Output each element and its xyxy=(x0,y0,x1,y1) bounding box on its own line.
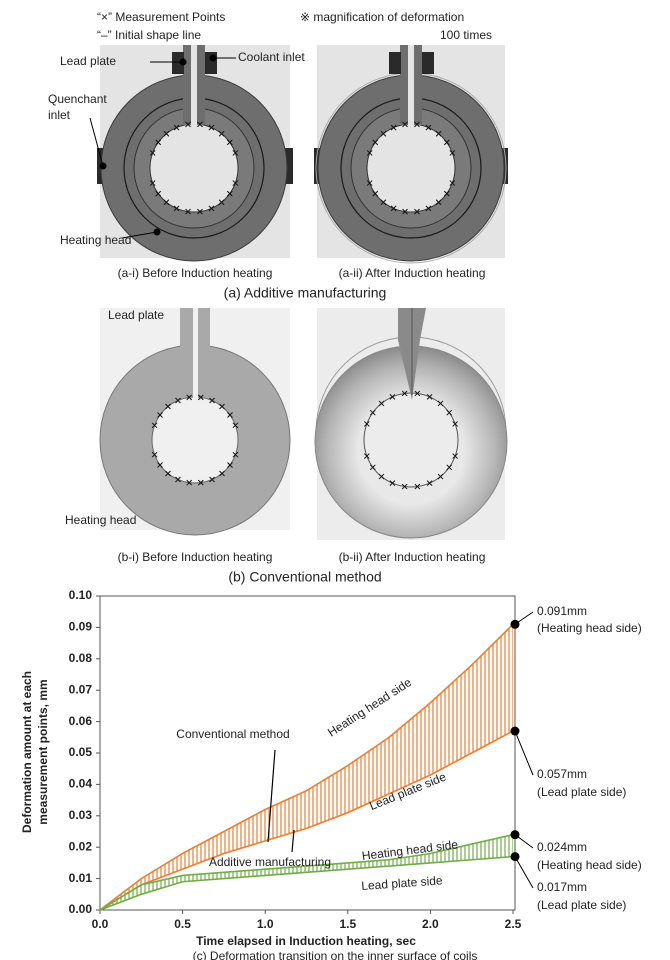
value-note: (Heating head side) xyxy=(537,621,642,635)
y-tick-label: 0.05 xyxy=(69,745,93,759)
chart: Deformation amount at each measurement p… xyxy=(20,588,642,960)
value-note: (Lead plate side) xyxy=(537,898,626,912)
value-label: 0.017mm xyxy=(537,880,587,894)
y-tick-label: 0.02 xyxy=(69,839,93,853)
note: “×” Measurement Points xyxy=(97,10,225,24)
leader xyxy=(515,857,533,888)
figure: “×” Measurement Points “–” Initial shape… xyxy=(0,0,670,960)
x-tick-label: 0.5 xyxy=(174,917,191,931)
y-axis-title: measurement points, mm xyxy=(36,679,50,824)
y-tick-label: 0.00 xyxy=(69,902,93,916)
y-axis-title: Deformation amount at each xyxy=(20,671,34,833)
caption: (a-ii) After Induction heating xyxy=(339,266,486,280)
coil-image xyxy=(315,308,507,540)
value-label: 0.057mm xyxy=(537,767,587,781)
value-note: (Heating head side) xyxy=(537,858,642,872)
group-label: Conventional method xyxy=(176,727,289,741)
label: Heating head xyxy=(65,513,136,527)
coil-image xyxy=(314,45,508,263)
y-tick-label: 0.01 xyxy=(69,871,93,885)
value-label: 0.091mm xyxy=(537,604,587,618)
x-tick-label: 2.0 xyxy=(422,917,439,931)
y-tick-label: 0.06 xyxy=(69,714,93,728)
leader xyxy=(515,612,533,624)
label: Quenchant xyxy=(48,92,107,106)
note: ※ magnification of deformation xyxy=(300,10,464,24)
page: “×” Measurement Points “–” Initial shape… xyxy=(0,0,670,960)
caption: (b-i) Before Induction heating xyxy=(118,550,273,564)
label: inlet xyxy=(48,108,71,122)
caption: (a) Additive manufacturing xyxy=(224,285,387,301)
curve-label: Lead plate side xyxy=(361,873,444,893)
leader xyxy=(515,835,533,848)
y-tick-label: 0.10 xyxy=(69,588,93,602)
x-axis-title: Time elapsed in Induction heating, sec xyxy=(196,934,416,948)
coil-image xyxy=(100,308,290,535)
label: Lead plate xyxy=(60,54,116,68)
group-label: Additive manufacturing xyxy=(209,855,331,869)
x-tick-label: 1.5 xyxy=(339,917,356,931)
x-tick-label: 1.0 xyxy=(257,917,274,931)
caption: (a-i) Before Induction heating xyxy=(118,266,273,280)
caption: (b) Conventional method xyxy=(228,569,381,585)
value-note: (Lead plate side) xyxy=(537,785,626,799)
value-label: 0.024mm xyxy=(537,840,587,854)
x-tick-label: 2.5 xyxy=(505,917,522,931)
coil-image xyxy=(97,45,293,261)
leader xyxy=(515,731,533,775)
note: “–” Initial shape line xyxy=(97,28,201,42)
y-tick-label: 0.03 xyxy=(69,808,93,822)
label: Coolant inlet xyxy=(238,50,305,64)
x-tick-label: 0.0 xyxy=(92,917,109,931)
y-tick-label: 0.09 xyxy=(69,620,93,634)
caption: (b-ii) After Induction heating xyxy=(339,550,486,564)
y-tick-label: 0.04 xyxy=(69,777,93,791)
caption: (c) Deformation transition on the inner … xyxy=(193,949,478,960)
y-tick-label: 0.07 xyxy=(69,682,93,696)
label: Lead plate xyxy=(108,308,164,322)
y-tick-label: 0.08 xyxy=(69,651,93,665)
label: Heating head xyxy=(60,233,131,247)
note: 100 times xyxy=(440,28,492,42)
